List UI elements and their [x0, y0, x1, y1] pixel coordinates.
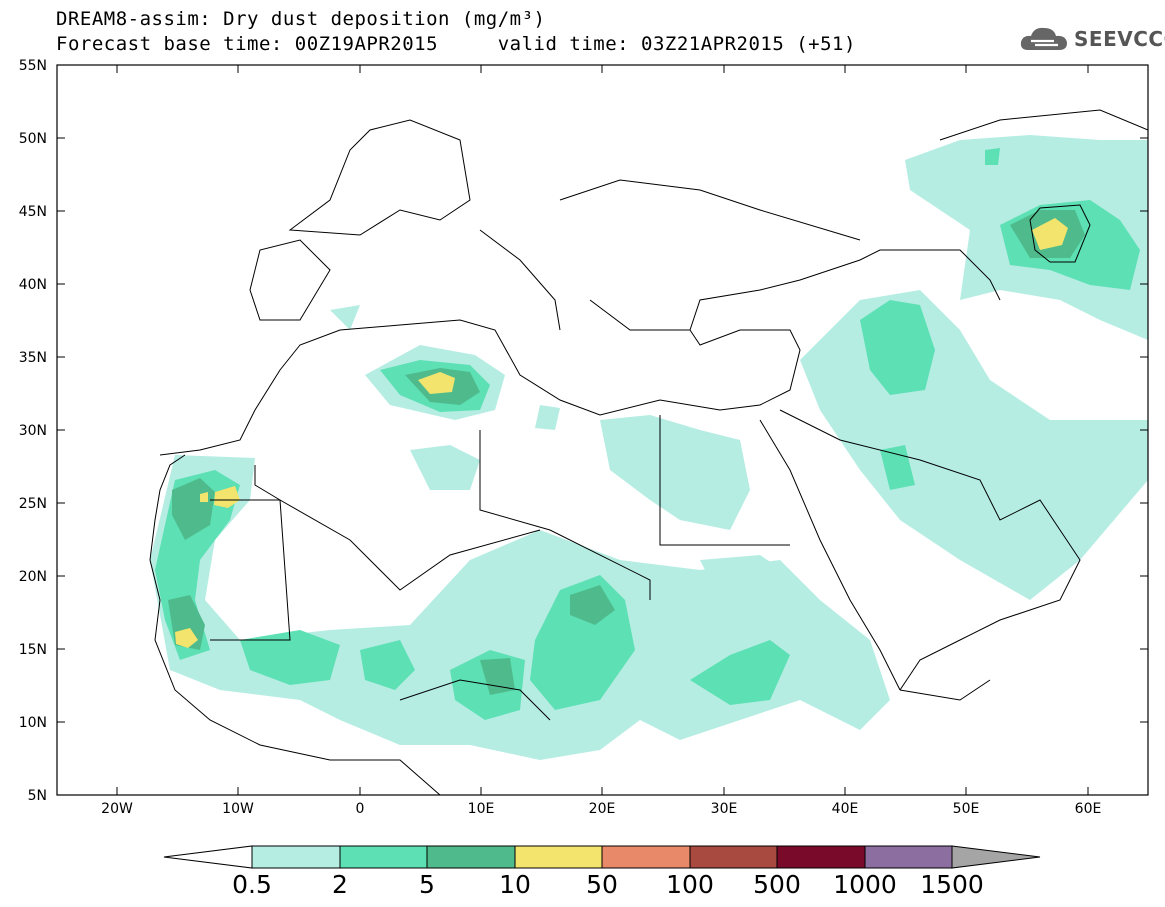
seevccc-logo: SEEVCCC — [1018, 22, 1165, 56]
lon-label: 30E — [711, 801, 738, 817]
lon-label: 0 — [356, 801, 365, 817]
colorbar-under-triangle — [163, 845, 253, 869]
colorbar-label: 5 — [419, 870, 435, 899]
colorbar-label: 0.5 — [232, 870, 272, 899]
cloud-icon — [1020, 27, 1067, 50]
lat-label: 40N — [19, 277, 47, 293]
lon-label: 50E — [953, 801, 980, 817]
longitude-axis: 20W 10W 0 10E 20E 30E 40E 50E 60E — [101, 65, 1101, 817]
lon-label: 10W — [222, 801, 254, 817]
lon-label: 10E — [468, 801, 495, 817]
colorbar-over-triangle — [951, 845, 1041, 869]
lat-label: 35N — [19, 350, 47, 366]
lat-label: 55N — [19, 58, 47, 74]
lat-label: 25N — [19, 496, 47, 512]
colorbar-swatch — [514, 845, 603, 869]
lon-label: 40E — [832, 801, 859, 817]
colorbar-label: 100 — [666, 870, 714, 899]
colorbar-label: 10 — [499, 870, 531, 899]
lon-label: 20E — [589, 801, 616, 817]
latitude-axis: 55N 50N 45N 40N 35N 30N 25N 20N 15N 10N … — [19, 58, 1148, 804]
colorbar-legend: 0.5 2 5 10 50 100 500 1000 1500 — [163, 845, 1041, 899]
lat-label: 50N — [19, 131, 47, 147]
colorbar-swatch — [864, 845, 953, 869]
colorbar-label: 1000 — [833, 870, 897, 899]
map-title: DREAM8-assim: Dry dust deposition (mg/m³… — [56, 8, 546, 30]
forecast-time-subtitle: Forecast base time: 00Z19APR2015 valid t… — [56, 33, 856, 55]
colorbar-swatch — [776, 845, 866, 869]
colorbar-swatch — [689, 845, 778, 869]
colorbar-swatch — [339, 845, 428, 869]
lon-label: 20W — [101, 801, 133, 817]
lat-label: 45N — [19, 204, 47, 220]
lat-label: 30N — [19, 423, 47, 439]
colorbar-label: 500 — [753, 870, 801, 899]
colorbar-label: 1500 — [920, 870, 984, 899]
lat-label: 20N — [19, 569, 47, 585]
lat-label: 10N — [19, 715, 47, 731]
dust-field-10-50 — [175, 218, 1068, 648]
lat-label: 15N — [19, 642, 47, 658]
colorbar-swatch — [251, 845, 341, 869]
logo-text: SEEVCCC — [1074, 27, 1165, 51]
colorbar-label: 2 — [332, 870, 348, 899]
lon-label: 60E — [1075, 801, 1102, 817]
colorbar-label: 50 — [586, 870, 618, 899]
coastlines-borders — [149, 109, 1148, 795]
colorbar-swatch — [426, 845, 516, 869]
colorbar-swatch — [601, 845, 691, 869]
lat-label: 5N — [28, 788, 47, 804]
